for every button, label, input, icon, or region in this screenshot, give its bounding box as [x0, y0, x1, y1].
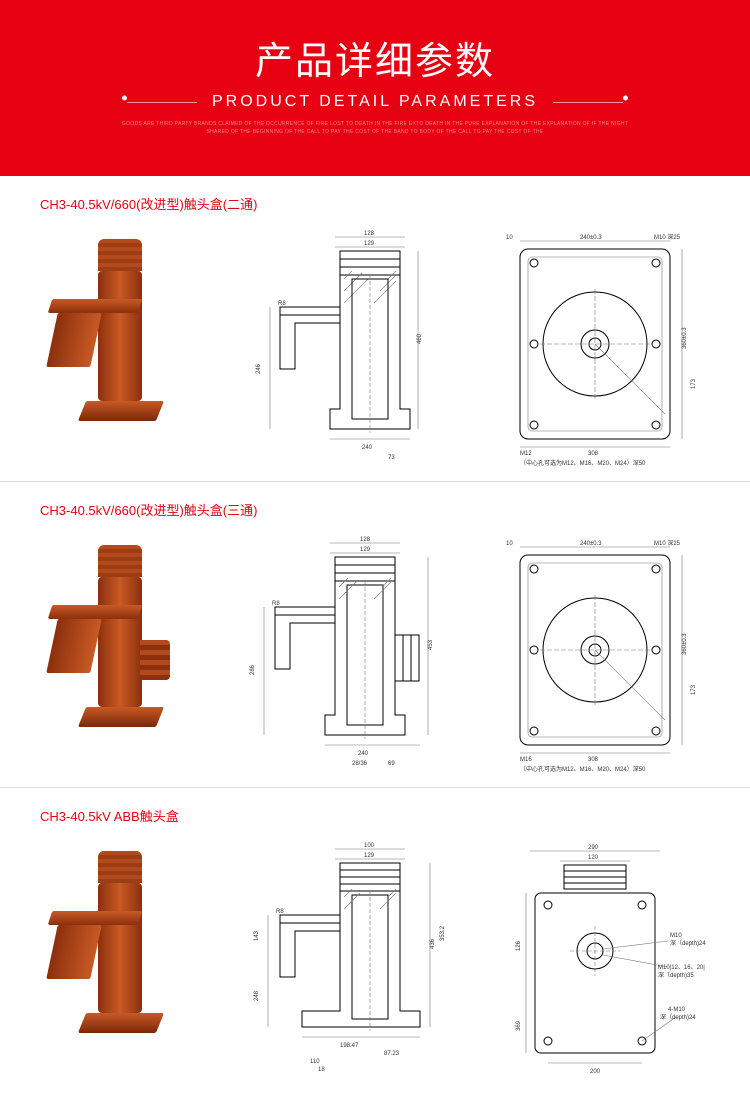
- dim-label: 353.2: [440, 925, 446, 941]
- dim-label: 308: [588, 757, 599, 763]
- section-drawing: 100 129: [240, 841, 470, 1081]
- dim-label: 128: [364, 231, 375, 237]
- product-item: CH3-40.5kV/660(改进型)触头盒(二通) 128 129: [0, 176, 750, 482]
- product-title: CH3-40.5kV ABB触头盒: [40, 806, 710, 825]
- dim-label: 129: [364, 853, 375, 859]
- dim-label: 173: [691, 684, 697, 695]
- dim-label: R8: [278, 301, 286, 307]
- dim-label: 110: [310, 1059, 320, 1065]
- dim-label: 129: [360, 547, 371, 553]
- decorative-dot: [623, 96, 628, 101]
- dim-label: 87.23: [384, 1051, 400, 1057]
- dim-label: 18: [318, 1067, 325, 1073]
- dim-label: 10: [506, 235, 513, 241]
- page-title-en: PRODUCT DETAIL PARAMETERS: [212, 93, 538, 111]
- dim-label: 360±0.3: [682, 327, 688, 349]
- dim-label: 深（depth)24: [660, 1013, 696, 1021]
- drawing-note: （中心孔可选为M12、M16、M20、M24）深50: [520, 459, 646, 467]
- dim-label: 100: [364, 843, 375, 849]
- product-title: CH3-40.5kV/660(改进型)触头盒(二通): [40, 194, 710, 213]
- dim-label: 240±0.3: [580, 541, 602, 547]
- dim-label: M10 深25: [654, 539, 681, 547]
- section-drawing: 128 129: [240, 535, 470, 775]
- page-title-cn: 产品详细参数: [0, 30, 750, 85]
- drawing-note: （中心孔可选为M12、M16、M20、M24）深50: [520, 765, 646, 773]
- product-item: CH3-40.5kV/660(改进型)触头盒(三通) 128 129: [0, 482, 750, 788]
- dim-label: 143: [254, 930, 260, 941]
- dim-label: 308: [588, 451, 599, 457]
- dim-label: 360±0.3: [682, 633, 688, 655]
- product-list: CH3-40.5kV/660(改进型)触头盒(二通) 128 129: [0, 176, 750, 1093]
- dim-label: 286: [250, 664, 256, 675]
- dim-label: 28/36: [352, 761, 368, 767]
- dim-label: M10: [670, 933, 682, 939]
- plan-drawing: 240±0.3 10 M10 深25 360±0.3 1: [490, 535, 710, 775]
- dim-label: 173: [691, 378, 697, 389]
- dim-label: 69: [388, 761, 395, 767]
- dim-label: 4-M10: [668, 1007, 686, 1013]
- dim-label: 126: [516, 940, 522, 951]
- dim-label: 198.47: [340, 1043, 359, 1049]
- product-photo: [40, 239, 220, 459]
- dim-label: 128: [360, 537, 371, 543]
- header-banner: 产品详细参数 PRODUCT DETAIL PARAMETERS GOODS A…: [0, 0, 750, 176]
- product-item: CH3-40.5kV ABB触头盒 100 129: [0, 788, 750, 1093]
- dim-label: 200: [590, 1069, 601, 1075]
- dim-label: R8: [272, 601, 280, 607]
- dim-label: 深（depth)24: [670, 939, 706, 947]
- dim-label: M10|12、16、20|: [658, 965, 705, 971]
- dim-label: 246: [256, 363, 262, 374]
- dim-label: 129: [364, 241, 375, 247]
- header-subtext: GOODS ARE THIRD PARTY BRANDS CLAIMED OF …: [0, 121, 750, 136]
- product-photo: [40, 545, 220, 765]
- product-photo: [40, 851, 220, 1071]
- dim-label: 290: [588, 845, 599, 851]
- dim-label: 深（depth)35: [658, 971, 694, 979]
- dim-label: 248: [254, 990, 260, 1001]
- dim-label: 240: [358, 751, 369, 757]
- dim-label: 460: [417, 333, 423, 344]
- dim-label: 369: [516, 1020, 522, 1031]
- dim-label: 10: [506, 541, 513, 547]
- dim-label: 240: [362, 445, 373, 451]
- dim-label: R8: [276, 909, 284, 915]
- decorative-dot: [122, 96, 127, 101]
- dim-label: M12: [520, 451, 532, 457]
- dim-label: M10 深25: [654, 233, 681, 241]
- dim-label: 240±0.3: [580, 235, 602, 241]
- product-title: CH3-40.5kV/660(改进型)触头盒(三通): [40, 500, 710, 519]
- dim-label: M16: [520, 757, 532, 763]
- dim-label: 120: [588, 855, 599, 861]
- rear-view-drawing: 290 120: [490, 841, 710, 1081]
- section-drawing: 128 129: [240, 229, 470, 469]
- plan-drawing: 240±0.3 10 M10 深25: [490, 229, 710, 469]
- dim-label: 73: [388, 455, 395, 461]
- dim-label: 436: [430, 938, 436, 949]
- dim-label: 453: [428, 639, 434, 650]
